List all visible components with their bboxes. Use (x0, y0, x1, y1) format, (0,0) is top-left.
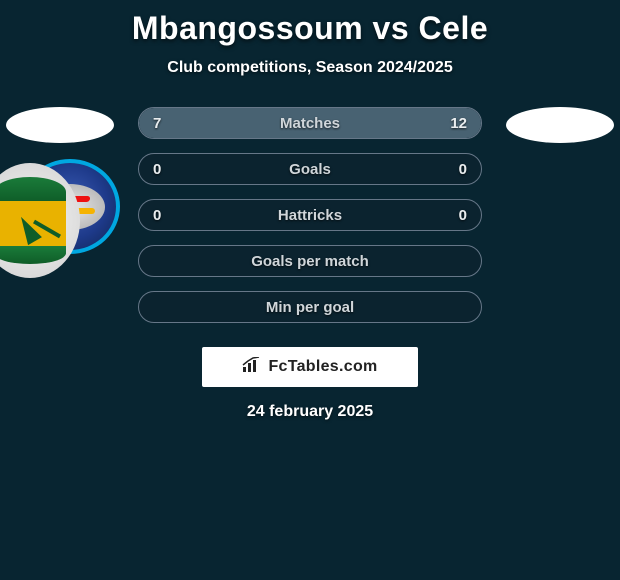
stat-row: Matches7 12 (138, 107, 482, 139)
stat-value-right: 0 (459, 154, 467, 185)
comparison-card: Mbangossoum vs Cele Club competitions, S… (0, 0, 620, 580)
stat-value-right: 12 (450, 108, 467, 139)
logo-right-band-top (0, 177, 66, 202)
stats-bars: Matches712Goals00Hattricks00Goals per ma… (138, 107, 482, 337)
stat-row: Goals per match (138, 245, 482, 277)
chart-icon (242, 357, 262, 378)
stat-label: Matches (139, 108, 481, 139)
stat-value-left: 7 (153, 108, 161, 139)
subtitle: Club competitions, Season 2024/2025 (0, 59, 620, 77)
stat-label: Goals (139, 154, 481, 185)
date-text: 24 february 2025 (0, 403, 620, 421)
watermark-text: FcTables.com (268, 358, 377, 376)
stat-row: Min per goal (138, 291, 482, 323)
stat-label: Hattricks (139, 200, 481, 231)
page-title: Mbangossoum vs Cele (0, 0, 620, 47)
stat-label: Goals per match (139, 246, 481, 277)
stat-row: Hattricks0 0 (138, 199, 482, 231)
stat-value-right: 0 (459, 200, 467, 231)
logo-right-band-bottom (0, 246, 66, 264)
watermark-badge: FcTables.com (202, 347, 418, 387)
player-ellipse-left (6, 107, 114, 143)
stat-row: Goals0 0 (138, 153, 482, 185)
logo-right-insignia (0, 177, 66, 264)
stat-label: Min per goal (139, 292, 481, 323)
stat-value-left: 0 (153, 154, 161, 185)
player-ellipse-right (506, 107, 614, 143)
stat-value-left: 0 (153, 200, 161, 231)
content-area: Matches712Goals00Hattricks00Goals per ma… (0, 107, 620, 222)
